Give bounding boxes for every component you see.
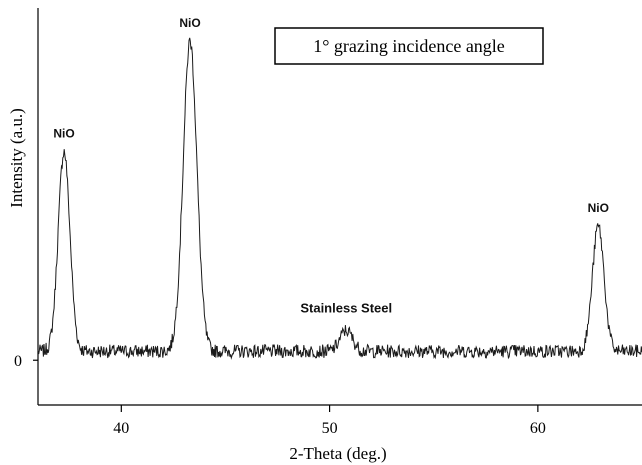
legend-box: 1° grazing incidence angle xyxy=(274,27,544,65)
peak-label: NiO xyxy=(53,126,74,140)
peak-label: Stainless Steel xyxy=(300,300,392,315)
legend-text: 1° grazing incidence angle xyxy=(313,36,505,56)
peak-label: NiO xyxy=(179,16,200,30)
y-axis-label: Intensity (a.u.) xyxy=(7,108,26,208)
peak-label: NiO xyxy=(588,201,609,215)
x-tick-label: 40 xyxy=(113,420,129,437)
y-tick-label: 0 xyxy=(14,353,22,370)
axes: 40 50 60 0 xyxy=(14,8,642,437)
series-line-xrd-pattern xyxy=(37,37,642,360)
x-tick-label: 60 xyxy=(530,420,546,437)
peak-labels: NiO NiO Stainless Steel NiO xyxy=(53,16,609,316)
x-tick-label: 50 xyxy=(322,420,338,437)
x-axis-label: 2-Theta (deg.) xyxy=(289,444,386,463)
